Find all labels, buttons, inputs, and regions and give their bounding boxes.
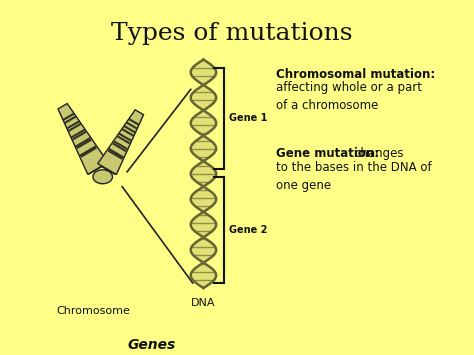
Text: Types of mutations: Types of mutations — [111, 22, 353, 45]
Text: changes: changes — [354, 147, 403, 160]
Polygon shape — [98, 114, 141, 175]
Polygon shape — [60, 107, 108, 174]
Ellipse shape — [93, 170, 112, 184]
Text: Chromosomal mutation:: Chromosomal mutation: — [276, 67, 435, 81]
Text: to the bases in the DNA of
one gene: to the bases in the DNA of one gene — [276, 161, 431, 192]
Text: Genes: Genes — [128, 338, 176, 352]
Text: Gene 1: Gene 1 — [229, 113, 267, 123]
Text: affecting whole or a part
of a chromosome: affecting whole or a part of a chromosom… — [276, 81, 422, 113]
Text: Chromosome: Chromosome — [56, 306, 130, 316]
Text: DNA: DNA — [191, 298, 216, 308]
Polygon shape — [98, 110, 144, 175]
Polygon shape — [58, 104, 108, 174]
Text: Gene 2: Gene 2 — [229, 225, 267, 235]
Text: Gene mutation:: Gene mutation: — [276, 147, 379, 160]
